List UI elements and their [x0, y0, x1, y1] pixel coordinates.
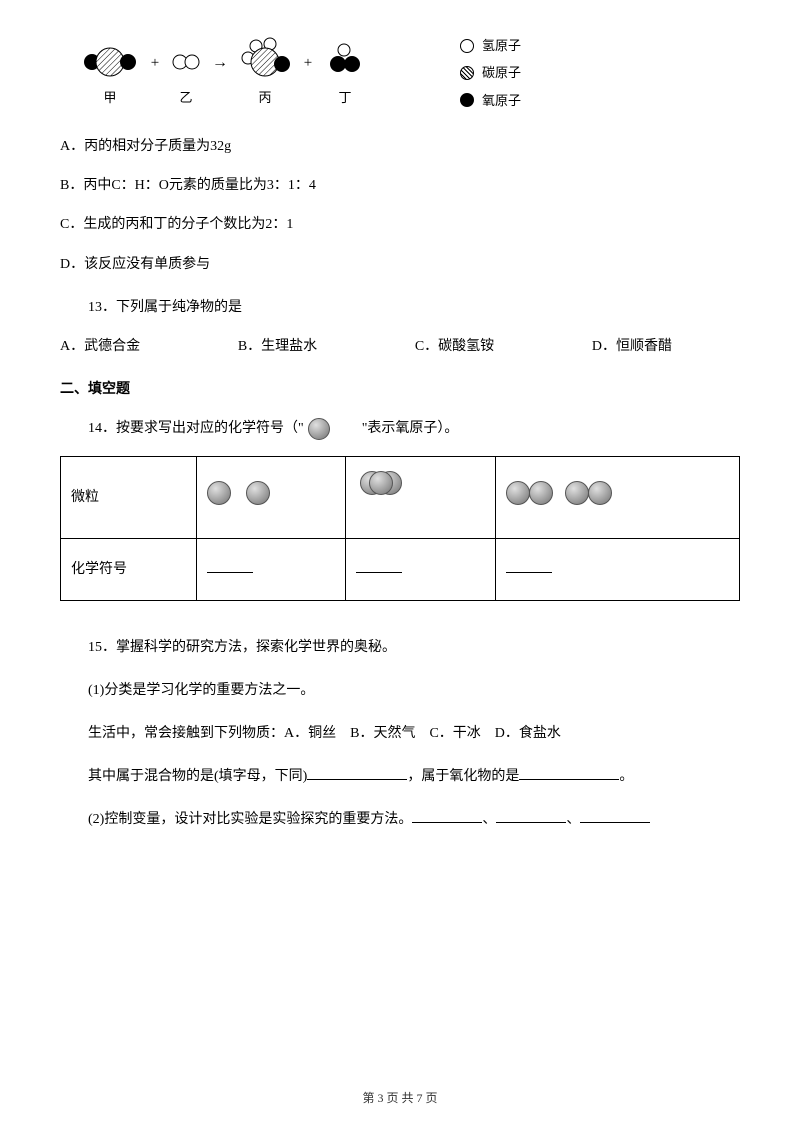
q14-stem-pre: 14．按要求写出对应的化学符号（": [60, 416, 304, 441]
section-2-title: 二、填空题: [60, 377, 740, 402]
blank-field[interactable]: [506, 559, 552, 573]
svg-text:+: +: [151, 55, 159, 71]
q12-option-d: D．该反应没有单质参与: [60, 252, 740, 277]
blank-field[interactable]: [307, 766, 407, 780]
blank-field[interactable]: [356, 559, 402, 573]
sphere-icon: [369, 471, 393, 495]
q14-stem-post: "表示氧原子）。: [334, 416, 459, 441]
q12-option-b: B．丙中C：H：O元素的质量比为3：1：4: [60, 173, 740, 198]
blank-field[interactable]: [519, 766, 619, 780]
q13-stem: 13．下列属于纯净物的是: [60, 295, 740, 320]
svg-text:乙: 乙: [179, 90, 192, 105]
legend-c: 碳原子: [482, 61, 521, 84]
blank-field[interactable]: [412, 809, 482, 823]
q15-p2: 生活中，常会接触到下列物质：A．铜丝 B．天然气 C．干冰 D．食盐水: [60, 721, 740, 746]
svg-text:→: →: [212, 54, 228, 71]
sep1: 、: [482, 812, 496, 827]
oxygen-sphere-icon: [308, 418, 330, 440]
q12-option-c: C．生成的丙和丁的分子个数比为2：1: [60, 212, 740, 237]
hydrogen-icon: [460, 39, 474, 53]
cell-three-cluster: [346, 456, 495, 538]
q14-stem: 14．按要求写出对应的化学符号（" "表示氧原子）。: [60, 416, 740, 441]
q15-p3a: 其中属于混合物的是(填字母，下同): [88, 769, 307, 784]
sphere-icon: [588, 481, 612, 505]
sphere-icon: [529, 481, 553, 505]
sphere-icon: [506, 481, 530, 505]
table-row: 化学符号: [61, 538, 740, 600]
particle-table: 微粒 化学符号: [60, 456, 740, 601]
blank-field[interactable]: [496, 809, 566, 823]
q13-option-a: A．武德合金: [60, 334, 140, 359]
oxygen-icon: [460, 93, 474, 107]
q15-p3b: ，属于氧化物的是: [407, 769, 519, 784]
table-row: 微粒: [61, 456, 740, 538]
atom-legend: 氢原子 碳原子 氧原子: [460, 34, 521, 116]
q15-p4: (2)控制变量，设计对比实验是实验探究的重要方法。 、 、: [60, 807, 740, 832]
svg-text:+: +: [304, 55, 312, 71]
sphere-icon: [246, 481, 270, 505]
reaction-diagram: 甲 + 乙 → 丙 + 丁 氢原子 碳原子 氧原子: [60, 30, 740, 120]
legend-o: 氧原子: [482, 89, 521, 112]
row1-label: 微粒: [71, 490, 99, 505]
cell-four-chain: [495, 456, 739, 538]
q12-option-a: A．丙的相对分子质量为32g: [60, 134, 740, 159]
q15-p3: 其中属于混合物的是(填字母，下同) ，属于氧化物的是 。: [60, 764, 740, 789]
cell-two-atoms: [196, 456, 345, 538]
svg-text:丁: 丁: [338, 90, 351, 105]
sphere-icon: [565, 481, 589, 505]
sphere-icon: [207, 481, 231, 505]
row2-label: 化学符号: [71, 562, 127, 577]
q15-p1: (1)分类是学习化学的重要方法之一。: [60, 678, 740, 703]
q15-p3c: 。: [619, 769, 633, 784]
svg-text:甲: 甲: [103, 90, 116, 105]
legend-h: 氢原子: [482, 34, 521, 57]
carbon-icon: [460, 66, 474, 80]
svg-text:丙: 丙: [258, 90, 271, 105]
q15-p4a: (2)控制变量，设计对比实验是实验探究的重要方法。: [88, 812, 412, 827]
q15-stem: 15．掌握科学的研究方法，探索化学世界的奥秘。: [60, 635, 740, 660]
sep2: 、: [566, 812, 580, 827]
blank-field[interactable]: [207, 559, 253, 573]
q13-option-d: D．恒顺香醋: [592, 334, 672, 359]
q13-option-b: B．生理盐水: [238, 334, 317, 359]
molecule-svg: 甲 + 乙 → 丙 + 丁: [60, 30, 420, 120]
page-footer: 第 3 页 共 7 页: [0, 1088, 800, 1110]
blank-field[interactable]: [580, 809, 650, 823]
q13-option-c: C．碳酸氢铵: [415, 334, 494, 359]
q13-options: A．武德合金 B．生理盐水 C．碳酸氢铵 D．恒顺香醋: [60, 334, 672, 359]
